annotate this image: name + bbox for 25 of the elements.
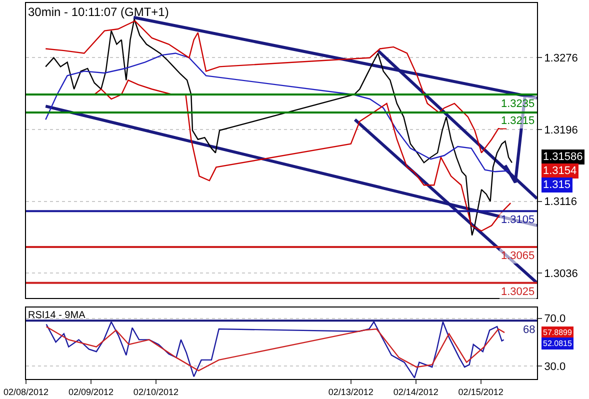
y-tick-label: 30.0 xyxy=(544,360,566,373)
x-tick-label: 02/08/2012 xyxy=(3,386,49,397)
chart-title: 30min - 10:11:07 (GMT+1) xyxy=(28,5,169,19)
y-tick-label: 1.3276 xyxy=(544,52,578,65)
text: 57.8899 xyxy=(543,328,572,337)
text: 52.0815 xyxy=(543,339,572,348)
y-tick-label: 70.0 xyxy=(544,313,566,326)
ref-line-label: 1.3025 xyxy=(501,286,535,298)
x-tick-label: 02/15/2012 xyxy=(458,386,504,397)
ref-line-label: 68 xyxy=(523,324,536,336)
ref-line-label: 1.3215 xyxy=(501,115,535,127)
text: 1.315 xyxy=(543,179,571,191)
x-tick-label: 02/14/2012 xyxy=(393,386,438,397)
x-tick-label: 02/13/2012 xyxy=(328,386,374,397)
ref-line-label: 1.3105 xyxy=(501,214,535,226)
ref-line-label: 1.3235 xyxy=(501,98,535,110)
chart-title: RSI14 - 9MA xyxy=(28,310,86,321)
ref-line-label: 1.3065 xyxy=(501,250,535,262)
y-tick-label: 1.3196 xyxy=(544,124,578,136)
text: 1.3154 xyxy=(543,165,577,177)
x-tick-label: 02/09/2012 xyxy=(68,386,114,397)
x-tick-label: 02/10/2012 xyxy=(133,386,178,397)
y-tick-label: 1.3116 xyxy=(544,196,578,208)
y-tick-label: 1.3036 xyxy=(544,268,578,280)
text: 1.31586 xyxy=(543,151,583,163)
